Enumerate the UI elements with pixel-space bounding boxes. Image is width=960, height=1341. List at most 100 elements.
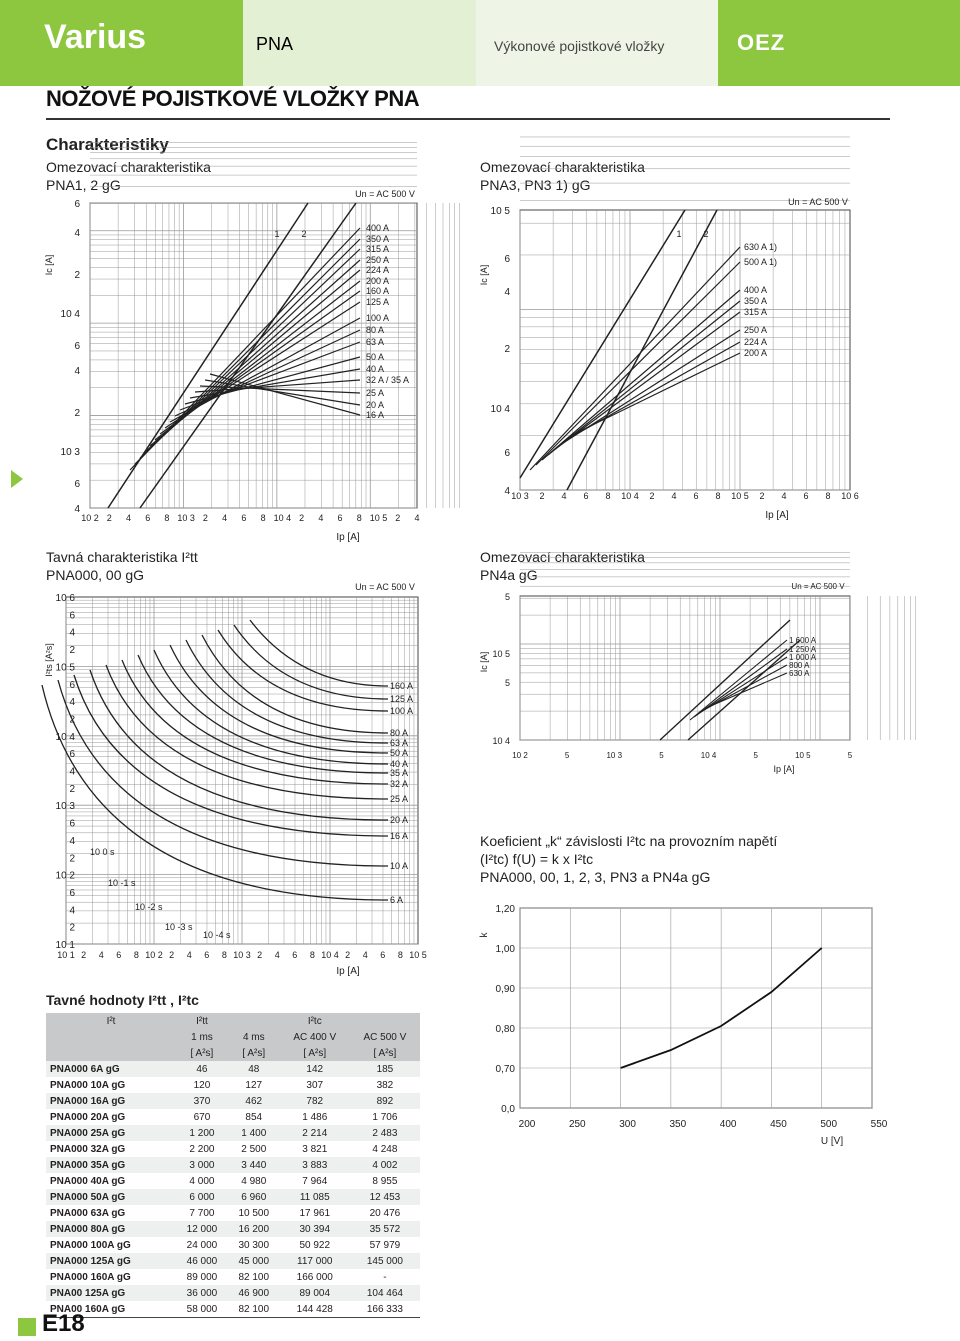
table-row: PNA000 20A gG 670 854 1 486 1 706: [46, 1109, 420, 1125]
chart2-curve-label: 315 A: [744, 307, 767, 317]
chart2-xtick: 6: [583, 491, 588, 501]
chart1-curve-label: 16 A: [366, 410, 384, 420]
chart3-xtick: 10 3: [233, 950, 251, 960]
chart4-curve-2: [688, 640, 800, 740]
chart2-curve: [542, 290, 740, 460]
table-cell: 7 964: [280, 1173, 350, 1189]
table-cell: 1 200: [176, 1125, 228, 1141]
chart3-ytick: 10 6: [56, 593, 76, 604]
table-row: PNA000 32A gG 2 200 2 500 3 821 4 248: [46, 1141, 420, 1157]
chart3-ytick: 4: [69, 905, 75, 916]
table-header-row: I²t I²tt I²tc: [46, 1013, 420, 1029]
chart1-ytick: 10 4: [61, 309, 81, 320]
chart3-curve-label: 80 A: [390, 728, 408, 738]
chart2-curve-label: 350 A: [744, 296, 767, 306]
chart1-curve-label: 200 A: [366, 276, 389, 286]
chart3-xtick: 2: [257, 950, 262, 960]
table-header-cell: [350, 1013, 420, 1029]
chart5-ytick: 0,0: [501, 1104, 515, 1115]
chart3-curve-label: 20 A: [390, 815, 408, 825]
table-row: PNA000 10A gG 120 127 307 382: [46, 1077, 420, 1093]
table-cell: PNA000 50A gG: [46, 1189, 176, 1205]
chart1-curve-label: 224 A: [366, 265, 389, 275]
table-cell: 3 821: [280, 1141, 350, 1157]
table-cell: 3 000: [176, 1157, 228, 1173]
chart1-ytick: 6: [74, 479, 80, 490]
chart1-curve-label: 125 A: [366, 297, 389, 307]
table-cell: PNA000 160A gG: [46, 1269, 176, 1285]
chart1-ytick: 6: [74, 199, 80, 210]
chart3-curve: [106, 665, 388, 799]
chart2-curve: [572, 353, 740, 435]
table-cell: 46 900: [228, 1285, 280, 1301]
table-cell: 17 961: [280, 1205, 350, 1221]
chart1-xtick: 4: [126, 513, 131, 523]
table-cell: PNA000 32A gG: [46, 1141, 176, 1157]
table-cell: 30 394: [280, 1221, 350, 1237]
table-row: PNA000 100A gG 24 000 30 300 50 922 57 979: [46, 1237, 420, 1253]
chart3-ytick: 6: [69, 610, 75, 621]
chart1-un-label: Un = AC 500 V: [355, 189, 415, 199]
table-row: PNA000 80A gG 12 000 16 200 30 394 35 572: [46, 1221, 420, 1237]
chart1-curve-label: 32 A / 35 A: [366, 375, 409, 385]
table-cell: 50 922: [280, 1237, 350, 1253]
chart1-ytick: 4: [74, 228, 80, 239]
table-cell: 20 476: [350, 1205, 420, 1221]
chart5-xtick: 500: [820, 1119, 837, 1130]
chart3-ytick: 10 5: [56, 662, 76, 673]
chart2-ytick: 10 4: [491, 404, 511, 415]
table-row: PNA000 16A gG 370 462 782 892: [46, 1093, 420, 1109]
table-cell: PNA000 80A gG: [46, 1221, 176, 1237]
table-cell: 2 500: [228, 1141, 280, 1157]
table-cell: 1 486: [280, 1109, 350, 1125]
chart3-curve: [234, 625, 388, 699]
chart1-xtick: 6: [338, 513, 343, 523]
table-header-cell: [ A²s]: [280, 1045, 350, 1061]
chart3-xtick: 10 2: [145, 950, 163, 960]
table-cell: 82 100: [228, 1301, 280, 1318]
chart3-xtick: 10 1: [57, 950, 75, 960]
chart2-xtick: 2: [759, 491, 764, 501]
chart3-xtick: 4: [99, 950, 104, 960]
chart1-curve-label: 350 A: [366, 234, 389, 244]
chart3-curve-label: 35 A: [390, 768, 408, 778]
chart4-curve-label: 630 A: [789, 669, 810, 678]
chart1-xtick: 4: [318, 513, 323, 523]
chart4-xtick: 10 4: [701, 751, 717, 760]
chart3-ytick: 2: [69, 784, 75, 795]
chart3-xtick: 2: [81, 950, 86, 960]
table-cell: 145 000: [350, 1253, 420, 1269]
chart3-ytick: 6: [69, 680, 75, 691]
table-cell: 166 000: [280, 1269, 350, 1285]
table-header-cell: [ A²s]: [350, 1045, 420, 1061]
chart3-ytick: 2: [69, 853, 75, 864]
table-header-row: [ A²s][ A²s][ A²s][ A²s]: [46, 1045, 420, 1061]
chart3-xtick: 4: [187, 950, 192, 960]
table-cell: 3 440: [228, 1157, 280, 1173]
chart2-xtick: 10 5: [731, 491, 749, 501]
table-cell: 370: [176, 1093, 228, 1109]
table-cell: 35 572: [350, 1221, 420, 1237]
table-cell: PNA000 63A gG: [46, 1205, 176, 1221]
chart2-curve: [548, 301, 740, 455]
table-header-cell: [ A²s]: [176, 1045, 228, 1061]
chart4-xtick: 10 3: [606, 751, 622, 760]
table-cell: 2 483: [350, 1125, 420, 1141]
table-cell: 30 300: [228, 1237, 280, 1253]
table-cell: 8 955: [350, 1173, 420, 1189]
chart3-xtick: 6: [292, 950, 297, 960]
table-cell: PNA000 6A gG: [46, 1061, 176, 1077]
table-cell: PNA00 125A gG: [46, 1285, 176, 1301]
chart3-xtick: 2: [169, 950, 174, 960]
table-row: PNA000 6A gG 46 48 142 185: [46, 1061, 420, 1077]
table-header-cell: [ A²s]: [228, 1045, 280, 1061]
chart2-curve-label: 630 A 1): [744, 242, 777, 252]
chart1-curve-label: 250 A: [366, 255, 389, 265]
chart2-curve-num: 2: [703, 229, 708, 239]
table-cell: 24 000: [176, 1237, 228, 1253]
chart3-xtick: 6: [204, 950, 209, 960]
table-cell: PNA000 125A gG: [46, 1253, 176, 1269]
chart1-ytick: 4: [74, 504, 80, 515]
chart4-xtick: 5: [565, 751, 570, 760]
chart1-ytick: 4: [74, 366, 80, 377]
